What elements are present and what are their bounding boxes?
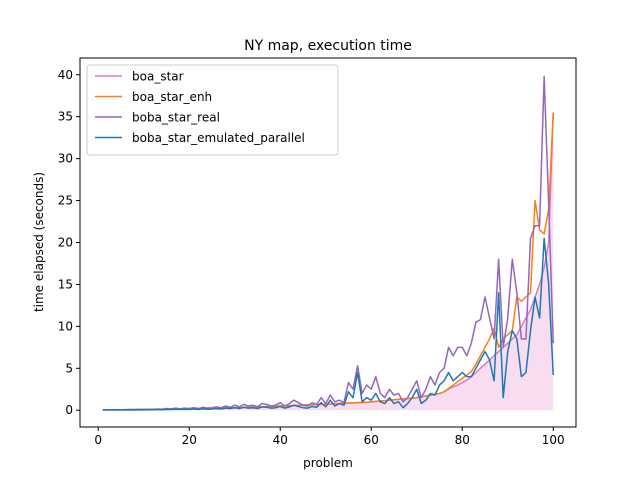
y-tick-label: 0 (65, 403, 73, 417)
plot-area (102, 75, 554, 411)
series-lines (102, 75, 554, 411)
chart-title: NY map, execution time (244, 38, 412, 54)
y-tick-label: 30 (58, 152, 73, 166)
x-axis-label: problem (303, 456, 353, 470)
legend-label: boa_star_enh (132, 90, 212, 104)
legend-label: boa_star (132, 70, 184, 84)
legend-box (86, 64, 339, 156)
x-tick-label: 20 (182, 433, 197, 447)
x-tick-label: 60 (364, 433, 379, 447)
series-fills (102, 112, 554, 411)
y-tick-label: 15 (58, 277, 73, 291)
y-tick-label: 20 (58, 236, 73, 250)
series-line-boba_star_real (102, 75, 554, 411)
y-axis: 0 5 10 15 20 25 30 35 40 (58, 68, 80, 417)
y-tick-label: 35 (58, 110, 73, 124)
x-tick-label: 0 (94, 433, 102, 447)
y-tick-label: 10 (58, 319, 73, 333)
x-axis: 0 20 40 60 80 100 (94, 427, 565, 447)
y-axis-label: time elapsed (seconds) (32, 172, 46, 312)
x-tick-label: 100 (542, 433, 565, 447)
y-tick-label: 25 (58, 194, 73, 208)
y-tick-label: 5 (65, 361, 73, 375)
series-line-boba_star_emulated_parallel (102, 237, 554, 411)
legend-label: boba_star_emulated_parallel (132, 131, 305, 145)
x-tick-label: 80 (455, 433, 470, 447)
series-fill-boa_star (102, 112, 554, 411)
legend: boa_star boa_star_enh boba_star_real boba_s… (86, 64, 339, 156)
legend-label: boba_star_real (132, 111, 220, 125)
x-tick-label: 40 (273, 433, 288, 447)
y-tick-label: 40 (58, 68, 73, 82)
